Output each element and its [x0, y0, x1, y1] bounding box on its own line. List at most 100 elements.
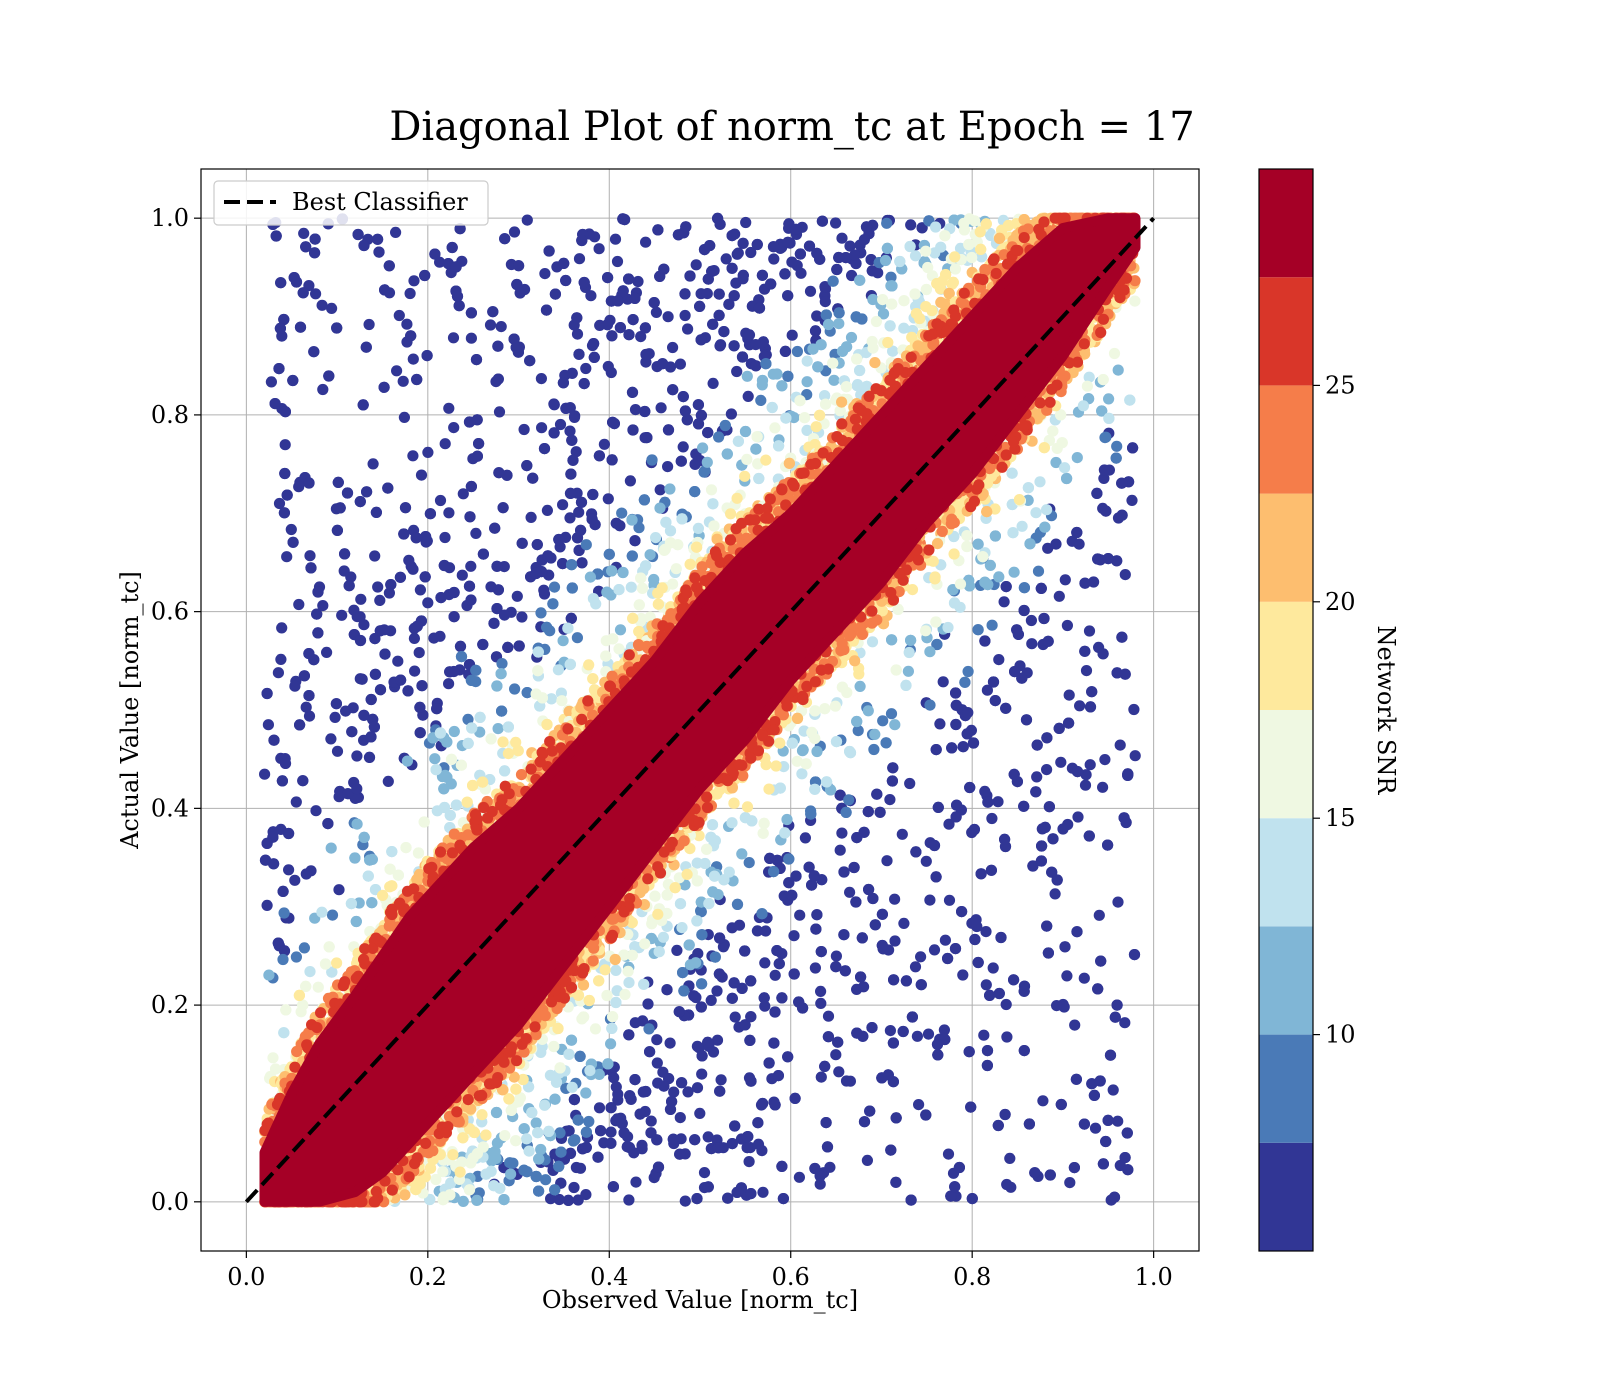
- scatter-point: [345, 898, 357, 910]
- scatter-point: [605, 1137, 617, 1149]
- scatter-point: [697, 442, 709, 454]
- scatter-point: [610, 964, 622, 977]
- scatter-point: [884, 1025, 897, 1037]
- scatter-point: [1079, 645, 1091, 657]
- scatter-point: [530, 1117, 542, 1129]
- scatter-point: [985, 864, 998, 876]
- scatter-point: [422, 446, 434, 458]
- scatter-point: [602, 493, 614, 505]
- scatter-point: [689, 1134, 701, 1146]
- scatter-point: [550, 1076, 563, 1088]
- scatter-point: [623, 977, 635, 989]
- scatter-point: [679, 309, 691, 322]
- scatter-point: [414, 584, 426, 596]
- scatter-point: [535, 607, 547, 619]
- scatter-point: [502, 721, 514, 733]
- scatter-point: [769, 1099, 781, 1111]
- scatter-point: [268, 734, 280, 746]
- scatter-point: [502, 748, 514, 760]
- scatter-point: [714, 932, 726, 944]
- scatter-point: [680, 221, 692, 233]
- scatter-point: [939, 230, 951, 242]
- scatter-point: [408, 632, 420, 645]
- scatter-point: [573, 348, 585, 360]
- scatter-point: [1088, 576, 1100, 588]
- scatter-point: [575, 496, 588, 508]
- scatter-point: [806, 879, 818, 891]
- scatter-point: [450, 261, 462, 273]
- scatter-point: [811, 310, 823, 322]
- scatter-point: [364, 854, 376, 866]
- scatter-point: [801, 355, 813, 367]
- scatter-point: [563, 1048, 575, 1060]
- scatter-point: [889, 935, 901, 947]
- scatter-point: [569, 1134, 581, 1146]
- scatter-point: [261, 687, 273, 700]
- scatter-point: [395, 674, 407, 686]
- scatter-point: [270, 230, 282, 242]
- scatter-point: [548, 581, 561, 593]
- scatter-point: [909, 250, 922, 262]
- scatter-point: [580, 1126, 593, 1138]
- scatter-point: [822, 1031, 835, 1043]
- scatter-point: [711, 1034, 724, 1046]
- scatter-point: [455, 651, 468, 663]
- scatter-point: [771, 945, 783, 957]
- scatter-point: [820, 309, 832, 321]
- scatter-point: [365, 731, 377, 743]
- scatter-point: [722, 1192, 734, 1204]
- scatter-point: [972, 956, 984, 969]
- scatter-point: [763, 1057, 775, 1069]
- scatter-point: [278, 313, 290, 326]
- scatter-point: [1018, 604, 1030, 617]
- scatter-point: [822, 1010, 835, 1022]
- scatter-point: [949, 943, 962, 955]
- scatter-point: [279, 406, 291, 418]
- scatter-point: [605, 1126, 617, 1138]
- scatter-point: [791, 712, 804, 725]
- scatter-point: [480, 1129, 492, 1141]
- scatter-point: [525, 511, 537, 523]
- scatter-point: [989, 530, 1002, 542]
- scatter-point: [605, 1102, 617, 1114]
- scatter-point: [805, 805, 817, 817]
- scatter-point: [377, 889, 389, 902]
- scatter-point: [499, 233, 511, 245]
- scatter-point: [815, 997, 827, 1010]
- scatter-point: [707, 498, 719, 510]
- scatter-point: [1079, 779, 1092, 791]
- scatter-point: [499, 1130, 511, 1142]
- scatter-point: [715, 1074, 727, 1086]
- scatter-point: [592, 1151, 604, 1163]
- scatter-point: [870, 315, 883, 328]
- scatter-point: [928, 839, 941, 852]
- scatter-point: [704, 240, 716, 252]
- scatter-point: [1044, 1169, 1056, 1181]
- scatter-point: [626, 514, 638, 526]
- scatter-point: [310, 805, 322, 817]
- scatter-point: [851, 353, 863, 365]
- scatter-point: [930, 221, 942, 233]
- scatter-point: [491, 680, 503, 692]
- scatter-point: [418, 816, 430, 828]
- scatter-point: [488, 617, 500, 629]
- scatter-point: [1051, 1000, 1063, 1012]
- scatter-point: [920, 283, 933, 296]
- scatter-point: [759, 957, 771, 969]
- scatter-point: [571, 312, 583, 324]
- scatter-point: [262, 719, 274, 731]
- scatter-point: [782, 1051, 794, 1063]
- scatter-point: [1020, 714, 1033, 726]
- scatter-point: [965, 1101, 977, 1113]
- scatter-point: [446, 241, 458, 254]
- scatter-point: [573, 253, 586, 265]
- scatter-point: [946, 742, 958, 754]
- scatter-point: [733, 919, 746, 931]
- scatter-point: [384, 881, 396, 893]
- scatter-point: [769, 969, 781, 981]
- scatter-point: [312, 981, 324, 993]
- scatter-point: [799, 412, 811, 424]
- scatter-point: [298, 670, 310, 682]
- scatter-point: [1086, 1078, 1098, 1090]
- scatter-point: [276, 775, 288, 787]
